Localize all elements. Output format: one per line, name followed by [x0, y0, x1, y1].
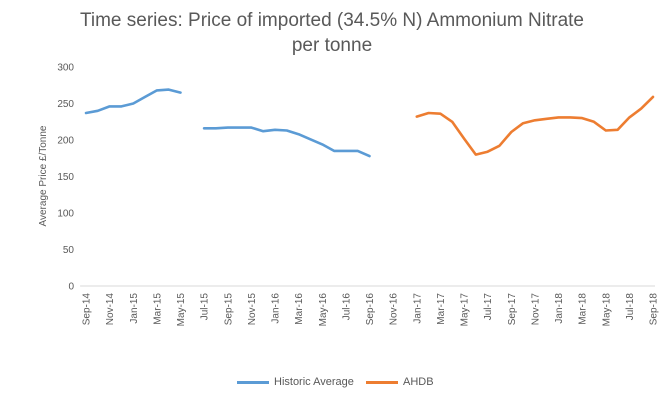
y-tick-label: 50 [63, 245, 75, 256]
chart-title: Time series: Price of imported (34.5% N)… [0, 8, 664, 58]
x-tick-label: Sep-18 [649, 293, 660, 326]
legend-item-historic: Historic Average [237, 376, 354, 388]
legend: Historic Average AHDB [0, 376, 664, 396]
legend-swatch-ahdb [366, 380, 398, 384]
x-tick-label: Jan-18 [554, 293, 565, 324]
y-tick-label: 200 [57, 136, 74, 147]
y-tick-label: 0 [68, 282, 74, 293]
x-tick-label: Jul-15 [200, 293, 211, 321]
x-tick-label: Jan-16 [271, 293, 282, 324]
x-tick-label: Nov-16 [389, 293, 400, 326]
x-tick-label: Sep-16 [365, 293, 376, 326]
y-axis-label: Average Price £/Tonne [38, 125, 49, 226]
x-tick-label: Nov-15 [247, 293, 258, 326]
x-tick-label: Mar-16 [294, 293, 305, 325]
x-tick-label: Jan-17 [412, 293, 423, 324]
series-layer [84, 88, 655, 158]
y-tick-label: 150 [57, 172, 74, 183]
x-axis: Sep-14 Nov-14 Jan-15 Mar-15 May-15 Jul-15 Sep-… [80, 285, 660, 327]
y-tick-label: 250 [57, 99, 74, 110]
x-tick-label: Sep-15 [223, 293, 234, 326]
x-tick-label: May-17 [460, 293, 471, 327]
y-tick-label: 100 [57, 209, 74, 220]
series-line-ahdb [415, 95, 655, 156]
x-tick-label: Jul-18 [625, 293, 636, 321]
chart-title-line2: per tonne [291, 35, 373, 56]
legend-item-ahdb: AHDB [366, 376, 434, 388]
y-tick-label: 300 [57, 63, 74, 74]
x-tick-label: Nov-14 [105, 293, 116, 326]
x-tick-label: May-15 [176, 293, 187, 327]
x-tick-label: May-18 [601, 293, 612, 327]
x-tick-label: Mar-18 [578, 293, 589, 325]
x-tick-label: Jul-16 [341, 293, 352, 321]
chart-title-line1: Time series: Price of imported (34.5% N)… [79, 10, 584, 31]
legend-swatch-historic [237, 380, 269, 384]
x-tick-label: Jul-17 [483, 293, 494, 321]
series-line-historic [202, 126, 371, 158]
x-tick-label: Jan-15 [129, 293, 140, 324]
series-line-historic [84, 88, 182, 115]
line-chart: 0 50 100 150 200 250 300 Sep-14 Nov-14 Jan-15 Mar… [38, 63, 660, 327]
x-tick-label: May-16 [318, 293, 329, 327]
y-axis: 0 50 100 150 200 250 300 [57, 63, 74, 293]
x-tick-label: Mar-17 [436, 293, 447, 325]
x-tick-label: Nov-17 [530, 293, 541, 326]
legend-label-historic: Historic Average [274, 376, 354, 388]
x-tick-label: Sep-17 [507, 293, 518, 326]
x-tick-label: Mar-15 [152, 293, 163, 325]
legend-label-ahdb: AHDB [403, 376, 434, 388]
x-tick-label: Sep-14 [82, 293, 93, 326]
